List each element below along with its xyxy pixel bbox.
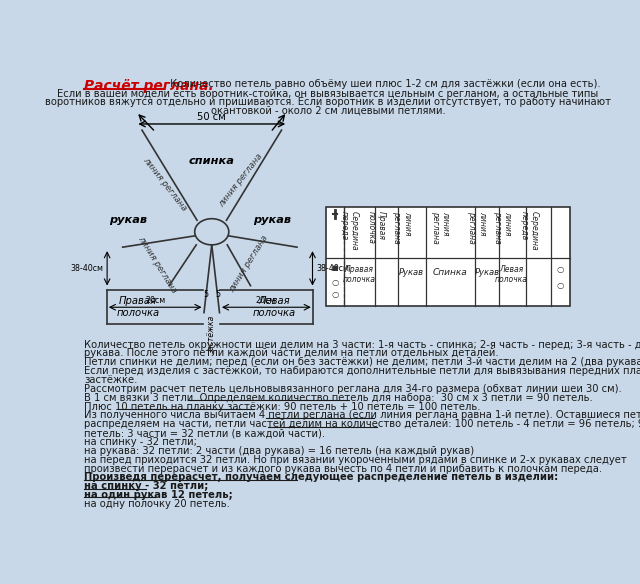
Text: линия
реглана: линия реглана xyxy=(431,211,451,244)
Text: ○: ○ xyxy=(332,279,339,287)
Text: Количество петель окружности шеи делим на 3 части: 1-я часть - спинка; 2-я часть: Количество петель окружности шеи делим н… xyxy=(84,339,640,350)
Text: линия
реглана: линия реглана xyxy=(392,211,412,244)
Text: Рукав: Рукав xyxy=(474,267,499,277)
Text: рукава. После этого петли каждой части делим на петли отдельных деталей.: рукава. После этого петли каждой части д… xyxy=(84,349,499,359)
Text: окантовкой - около 2 см лицевыми петлями.: окантовкой - около 2 см лицевыми петлями… xyxy=(211,106,445,116)
Text: Из полученного числа вычитаем 4 петли реглана (если линия реглана равна 1-й петл: Из полученного числа вычитаем 4 петли ре… xyxy=(84,411,640,420)
Text: на спинку - 32 петли;: на спинку - 32 петли; xyxy=(84,481,208,491)
Text: рукав: рукав xyxy=(253,215,291,225)
Text: линия
реглана: линия реглана xyxy=(493,211,513,244)
Text: Рассмотрим расчет петель цельновывязанного реглана для 34-го размера (обхват лин: Рассмотрим расчет петель цельновывязанно… xyxy=(84,384,621,394)
Text: Спинка: Спинка xyxy=(433,267,468,277)
Text: Правая
полочка: Правая полочка xyxy=(116,297,160,318)
Text: распределяем на части, петли частей делим на количество деталей: 100 петель - 4 : распределяем на части, петли частей дели… xyxy=(84,419,640,429)
Text: воротников вяжутся отдельно и пришиваются. Если воротник в изделии отсутствует, : воротников вяжутся отдельно и пришиваютс… xyxy=(45,97,611,107)
Bar xyxy=(326,207,570,305)
Text: Плюс 10 петель на планку застёжки: 90 петель + 10 петель = 100 петель.: Плюс 10 петель на планку застёжки: 90 пе… xyxy=(84,402,481,412)
Text: спинка: спинка xyxy=(189,156,235,166)
Text: Если перед изделия с застёжкой, то набираются дополнительные петли для вывязыван: Если перед изделия с застёжкой, то набир… xyxy=(84,366,640,376)
Text: Петли спинки не делим; перед (если он без застёжки) не делим; петли 3-й части де: Петли спинки не делим; перед (если он бе… xyxy=(84,357,640,367)
Text: на один рукав 12 петель;: на один рукав 12 петель; xyxy=(84,490,232,500)
Text: на рукава: 32 петли: 2 части (два рукава) = 16 петель (на каждый рукав): на рукава: 32 петли: 2 части (два рукава… xyxy=(84,446,474,456)
Text: 38-40см: 38-40см xyxy=(316,264,349,273)
Text: ○: ○ xyxy=(557,281,564,290)
Text: Расчёт реглана.: Расчёт реглана. xyxy=(84,79,214,92)
Text: 20см: 20см xyxy=(145,296,165,305)
Text: 5: 5 xyxy=(216,290,220,299)
Text: Рукав: Рукав xyxy=(399,267,424,277)
Text: Левая
полочка: Левая полочка xyxy=(495,265,527,284)
Text: ■: ■ xyxy=(332,265,339,271)
Text: Правая
полочка: Правая полочка xyxy=(367,211,386,244)
Text: Правая
полочка: Правая полочка xyxy=(342,265,376,284)
Text: Середина
переда: Середина переда xyxy=(520,211,539,251)
Text: петель: 3 части = 32 петли (в каждой части).: петель: 3 части = 32 петли (в каждой час… xyxy=(84,428,325,438)
Text: Произведя перерасчет, получаем следующее распределение петель в изделии:: Произведя перерасчет, получаем следующее… xyxy=(84,472,558,482)
Text: на спинку - 32 петли;: на спинку - 32 петли; xyxy=(84,437,196,447)
Text: 5: 5 xyxy=(203,290,208,299)
Text: застёжка: застёжка xyxy=(207,315,216,353)
Text: линия реглана: линия реглана xyxy=(141,155,189,213)
Text: 50 см: 50 см xyxy=(197,112,226,121)
Ellipse shape xyxy=(195,218,229,245)
Text: Левая
полочка: Левая полочка xyxy=(252,297,295,318)
Text: линия реглана: линия реглана xyxy=(228,234,270,294)
Text: 20см: 20см xyxy=(256,296,276,305)
Text: ○: ○ xyxy=(332,290,339,299)
Text: на перед приходится 32 петли. Но при вязании укороченными рядами в спинке и 2-х : на перед приходится 32 петли. Но при вяз… xyxy=(84,455,627,465)
Text: Середина
переда: Середина переда xyxy=(340,211,359,251)
Text: застёжке.: застёжке. xyxy=(84,375,137,385)
Text: 38-40см: 38-40см xyxy=(70,264,103,273)
Text: на одну полочку 20 петель.: на одну полочку 20 петель. xyxy=(84,499,230,509)
Text: рукав: рукав xyxy=(109,215,147,225)
Text: Если в вашей модели есть воротник-стойка, он вывязывается цельным с регланом, а : Если в вашей модели есть воротник-стойка… xyxy=(58,89,598,99)
Text: ○: ○ xyxy=(557,265,564,274)
Text: Количество петель равно объёму шеи плюс 1-2 см для застёжки (если она есть).: Количество петель равно объёму шеи плюс … xyxy=(167,79,600,89)
Text: линия реглана: линия реглана xyxy=(218,152,265,208)
Text: В 1 см вязки 3 петли. Определяем количество петель для набора:  30 см х 3 петли : В 1 см вязки 3 петли. Определяем количес… xyxy=(84,392,593,403)
Text: произвести перерасчет и из каждого рукава вычесть по 4 петли и прибавить к полоч: произвести перерасчет и из каждого рукав… xyxy=(84,464,602,474)
Text: линия
реглана: линия реглана xyxy=(467,211,487,244)
Text: линия реглана: линия реглана xyxy=(136,234,179,294)
